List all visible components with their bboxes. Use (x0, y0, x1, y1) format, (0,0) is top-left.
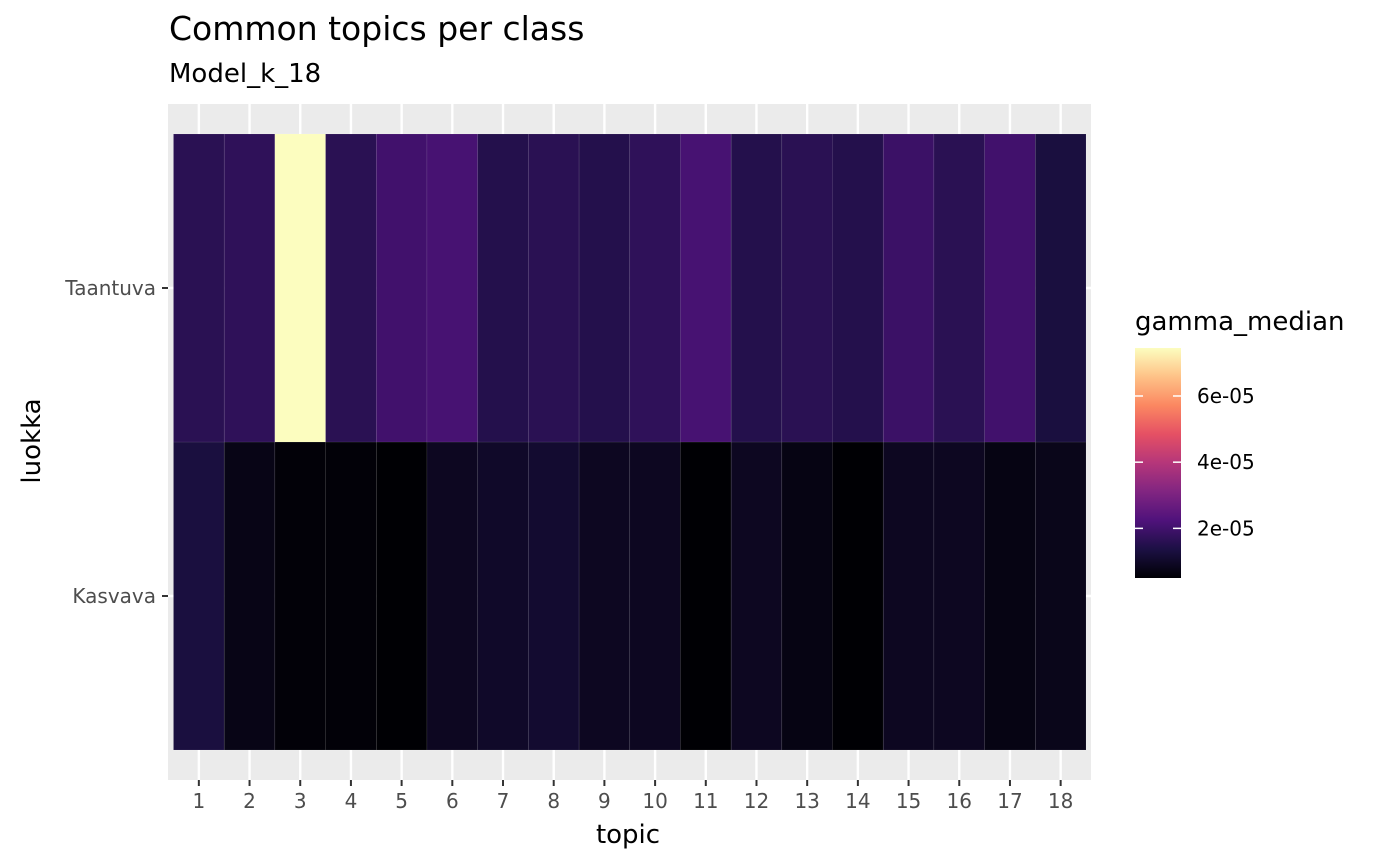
chart-title: Common topics per class (169, 9, 584, 48)
legend-label: 6e-05 (1197, 384, 1255, 408)
heatmap-cell-taantuva-12 (730, 133, 783, 443)
heatmap-cell-taantuva-4 (325, 133, 377, 443)
heatmap-cell-taantuva-14 (832, 133, 884, 443)
heatmap-cell-taantuva-13 (781, 133, 833, 443)
heatmap-cell-taantuva-15 (882, 133, 935, 443)
heatmap-cell-taantuva-16 (933, 133, 985, 443)
heatmap-cell-kasvava-4 (325, 441, 377, 751)
heatmap-cell-taantuva-6 (426, 133, 478, 443)
heatmap-cell-taantuva-2 (223, 133, 276, 443)
heatmap-cell-taantuva-1 (173, 133, 225, 443)
chart-subtitle: Model_k_18 (169, 59, 321, 89)
heatmap-cell-taantuva-8 (528, 133, 580, 443)
heatmap-cell-taantuva-17 (984, 133, 1036, 443)
heatmap-cell-taantuva-5 (375, 133, 428, 443)
x-tick-label: 2 (243, 789, 256, 813)
heatmap-cell-kasvava-18 (1035, 441, 1087, 751)
legend-label: 2e-05 (1197, 516, 1255, 540)
x-tick-label: 12 (744, 789, 769, 813)
legend-label: 4e-05 (1197, 450, 1255, 474)
x-tick-label: 11 (693, 789, 718, 813)
heatmap-cell-kasvava-5 (375, 441, 428, 751)
x-tick-label: 8 (547, 789, 560, 813)
heatmap-cell-kasvava-9 (578, 441, 631, 751)
x-tick-label: 18 (1048, 789, 1073, 813)
x-tick-label: 4 (345, 789, 358, 813)
y-axis: Kasvava Taantuva (64, 276, 168, 608)
heatmap-cell-taantuva-18 (1035, 133, 1087, 443)
heatmap-cell-taantuva-10 (629, 133, 681, 443)
heatmap-cell-kasvava-14 (832, 441, 884, 751)
x-tick-label: 6 (446, 789, 459, 813)
heatmap-cell-kasvava-11 (680, 441, 732, 751)
heatmap-cell-kasvava-3 (274, 441, 326, 751)
heatmap-cell-kasvava-2 (223, 441, 276, 751)
x-tick-label: 1 (192, 789, 205, 813)
heatmap-cell-kasvava-7 (477, 441, 529, 751)
x-axis-title: topic (596, 820, 660, 850)
heatmap-cell-taantuva-3 (274, 133, 326, 443)
color-legend: gamma_median 2e-05 4e-05 6e-05 (1135, 307, 1345, 578)
heatmap-cell-kasvava-17 (984, 441, 1036, 751)
heatmap-cell-kasvava-16 (933, 441, 985, 751)
x-tick-label: 14 (845, 789, 870, 813)
heatmap-cell-kasvava-15 (882, 441, 935, 751)
y-tick-label: Taantuva (64, 276, 156, 300)
heatmap-cell-taantuva-9 (578, 133, 631, 443)
heatmap-cell-kasvava-1 (173, 441, 225, 751)
x-tick-label: 17 (997, 789, 1022, 813)
heatmap-cell-taantuva-11 (680, 133, 732, 443)
heatmap-cell-kasvava-6 (426, 441, 478, 751)
heatmap-cell-kasvava-10 (629, 441, 681, 751)
x-tick-label: 10 (642, 789, 667, 813)
x-tick-label: 3 (294, 789, 307, 813)
x-axis: 1 2 3 4 5 6 7 8 9 10 11 12 13 14 15 16 17 18 (192, 780, 1073, 813)
x-tick-label: 13 (794, 789, 819, 813)
heatmap-cells (173, 133, 1087, 751)
heatmap-cell-kasvava-13 (781, 441, 833, 751)
y-tick-label: Kasvava (72, 584, 156, 608)
heatmap-cell-kasvava-12 (730, 441, 783, 751)
x-tick-label: 9 (598, 789, 611, 813)
heatmap-cell-taantuva-7 (477, 133, 529, 443)
x-tick-label: 7 (497, 789, 510, 813)
legend-title: gamma_median (1135, 307, 1345, 337)
y-axis-title: luokka (17, 398, 47, 483)
legend-colorbar (1135, 348, 1181, 578)
heatmap-cell-kasvava-8 (528, 441, 580, 751)
x-tick-label: 5 (395, 789, 408, 813)
x-tick-label: 15 (896, 789, 921, 813)
x-tick-label: 16 (947, 789, 972, 813)
